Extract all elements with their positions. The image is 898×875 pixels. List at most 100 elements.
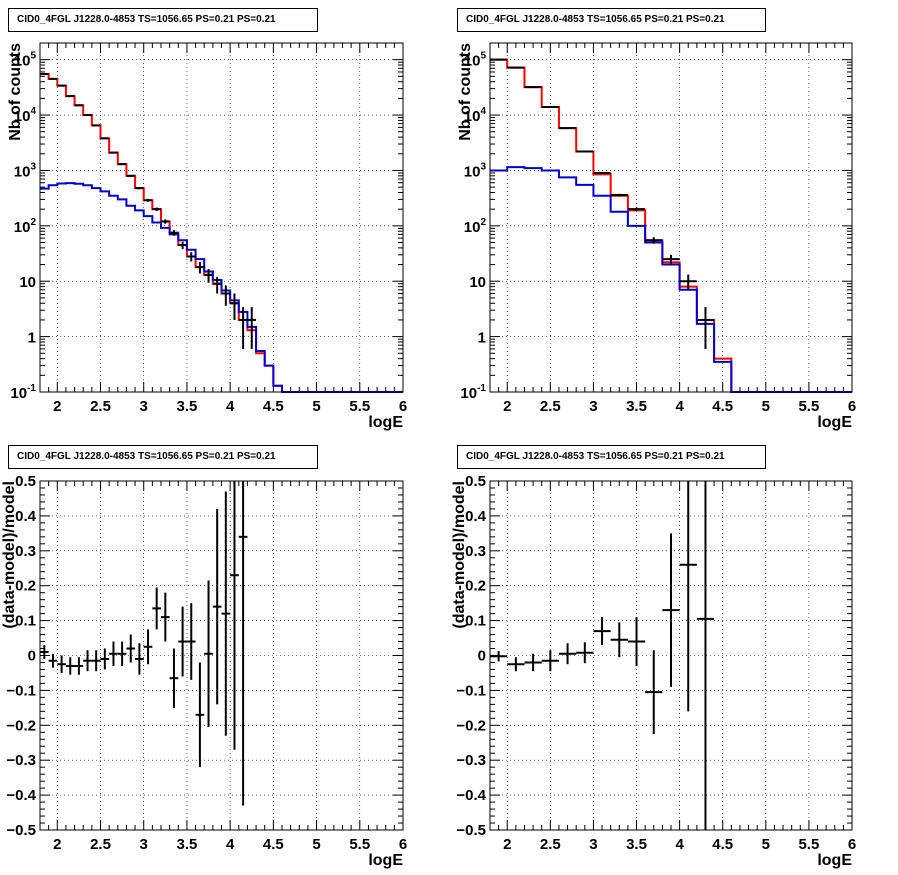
data-point xyxy=(126,634,136,663)
x-tick-label: 5.5 xyxy=(798,398,819,415)
y-tick-label: −0.3 xyxy=(6,752,36,769)
x-tick-label: 4 xyxy=(675,398,684,415)
y-tick-label: −0.2 xyxy=(456,717,486,734)
y-tick-label: 103 xyxy=(14,161,37,180)
plot-frame xyxy=(39,42,404,393)
data-point xyxy=(109,151,118,154)
y-tick-label: 1 xyxy=(478,330,486,347)
data-point xyxy=(524,653,542,672)
data-point xyxy=(576,642,594,664)
data-point xyxy=(57,655,66,673)
data-point xyxy=(212,276,222,294)
y-tick-label: −0.1 xyxy=(6,682,36,699)
data-point xyxy=(558,643,577,665)
data-point xyxy=(679,274,697,291)
data-point xyxy=(100,648,110,670)
data-point xyxy=(221,285,231,306)
y-tick-label: 102 xyxy=(14,217,37,236)
data-point xyxy=(212,508,222,705)
x-tick-label: 3 xyxy=(589,836,597,853)
y-tick-label: −0.1 xyxy=(456,682,486,699)
data-point xyxy=(178,241,187,249)
x-tick-label: 3.5 xyxy=(626,398,647,415)
background-histogram xyxy=(490,166,852,393)
x-axis-label: logE xyxy=(817,414,852,431)
x-tick-label: 5.5 xyxy=(349,398,370,415)
y-tick-label: −0.5 xyxy=(456,822,486,839)
x-tick-label: 2.5 xyxy=(540,836,561,853)
x-tick-label: 2 xyxy=(53,398,61,415)
data-point xyxy=(48,653,58,668)
data-point xyxy=(662,254,680,265)
x-tick-label: 4.5 xyxy=(263,398,284,415)
data-point xyxy=(610,622,628,658)
data-point xyxy=(576,150,594,153)
x-tick-label: 3.5 xyxy=(176,836,197,853)
data-point xyxy=(135,643,144,675)
x-tick-label: 3.5 xyxy=(176,398,197,415)
data-point xyxy=(204,580,213,728)
x-tick-label: 6 xyxy=(848,836,856,853)
y-tick-label: −0.4 xyxy=(6,787,36,804)
y-tick-label: 0.2 xyxy=(465,578,486,595)
x-tick-label: 6 xyxy=(399,398,407,415)
x-tick-label: 2.5 xyxy=(540,398,561,415)
y-tick-label: −0.2 xyxy=(6,717,36,734)
y-tick-label: 0.4 xyxy=(465,508,487,525)
y-tick-label: 0 xyxy=(28,648,36,665)
data-point xyxy=(696,307,715,349)
x-tick-label: 5 xyxy=(312,836,320,853)
y-tick-label: 10 xyxy=(19,274,36,291)
x-tick-label: 5 xyxy=(762,398,770,415)
pad3-title: CID0_4FGL J1228.0-4853 TS=1056.65 PS=0.2… xyxy=(8,445,318,469)
x-tick-label: 3 xyxy=(140,836,148,853)
y-tick-label: 10-1 xyxy=(10,383,36,402)
x-tick-label: 3.5 xyxy=(626,836,647,853)
y-tick-label: 102 xyxy=(464,217,487,236)
y-tick-label: 0.3 xyxy=(15,543,36,560)
data-point xyxy=(507,657,525,672)
x-tick-label: 2.5 xyxy=(90,836,111,853)
data-point xyxy=(238,481,248,806)
chart-pad-3: 2 2.5 3 3.5 4 4.5 5 5.5 6 −0.5 −0.4 −0.3 −0.2 −0.1 0 0.… xyxy=(1,473,407,869)
y-axis-label: Nb of counts xyxy=(7,43,24,141)
y-tick-label: −0.5 xyxy=(6,822,36,839)
x-tick-label: 2 xyxy=(503,398,511,415)
data-point xyxy=(178,606,187,677)
plot-frame xyxy=(489,480,853,831)
data-point xyxy=(541,650,559,672)
data-point xyxy=(143,198,153,202)
data-point xyxy=(152,207,161,211)
x-tick-label: 4 xyxy=(226,398,235,415)
y-axis-label: (data-model)/model xyxy=(451,481,468,629)
data-point xyxy=(195,262,205,274)
data-point xyxy=(169,648,179,708)
y-tick-label: −0.3 xyxy=(456,752,486,769)
data-point xyxy=(645,237,663,244)
y-tick-label: −0.4 xyxy=(456,787,486,804)
data-point xyxy=(627,617,646,666)
x-tick-label: 2.5 xyxy=(90,398,111,415)
data-point xyxy=(230,481,239,750)
y-tick-label: 0.5 xyxy=(15,473,36,490)
x-tick-label: 4.5 xyxy=(712,836,733,853)
axis-ticks xyxy=(39,42,404,393)
data-point xyxy=(204,269,213,283)
y-tick-label: 0.4 xyxy=(15,508,37,525)
data-point xyxy=(117,163,127,166)
data-point xyxy=(186,252,196,262)
data-point xyxy=(696,481,715,830)
data-point xyxy=(195,662,205,768)
data-point xyxy=(186,603,196,680)
y-tick-label: 105 xyxy=(464,51,487,70)
plot-frame xyxy=(39,480,404,831)
x-tick-label: 5.5 xyxy=(798,836,819,853)
data-point xyxy=(126,174,136,177)
y-tick-label: 10 xyxy=(469,274,486,291)
data-point xyxy=(83,650,92,672)
y-tick-label: 1 xyxy=(28,330,36,347)
data-point xyxy=(74,657,84,675)
x-tick-label: 3 xyxy=(140,398,148,415)
y-tick-label: 103 xyxy=(464,161,487,180)
